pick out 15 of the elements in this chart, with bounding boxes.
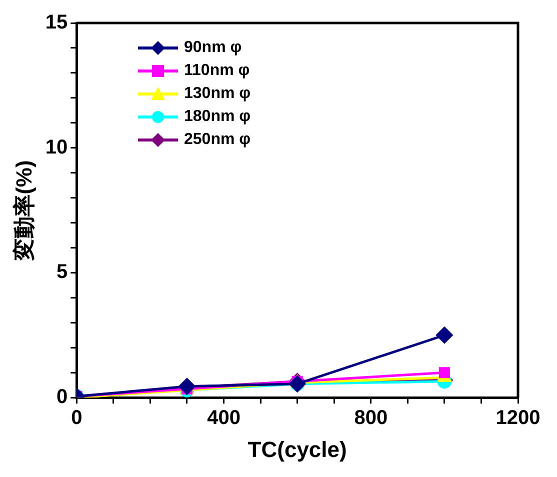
y-tick-label: 0: [56, 386, 68, 408]
x-tick-label: 400: [207, 407, 240, 430]
x-tick-label: 1200: [496, 407, 540, 430]
x-tick-label: 0: [71, 407, 82, 430]
legend-label: 250nm φ: [184, 130, 251, 148]
legend-label: 110nm φ: [184, 62, 250, 80]
y-tick-label: 5: [56, 261, 68, 284]
legend-label: 90nm φ: [184, 38, 242, 56]
x-tick-label: 800: [354, 407, 388, 430]
x-axis-title: TC(cycle): [248, 436, 347, 462]
legend-label: 180nm φ: [184, 108, 251, 126]
y-tick-label: 15: [45, 12, 68, 34]
y-tick-label: 10: [45, 136, 68, 158]
legend-label: 130nm φ: [184, 84, 251, 102]
y-axis-title: 変動率(%): [11, 160, 36, 262]
